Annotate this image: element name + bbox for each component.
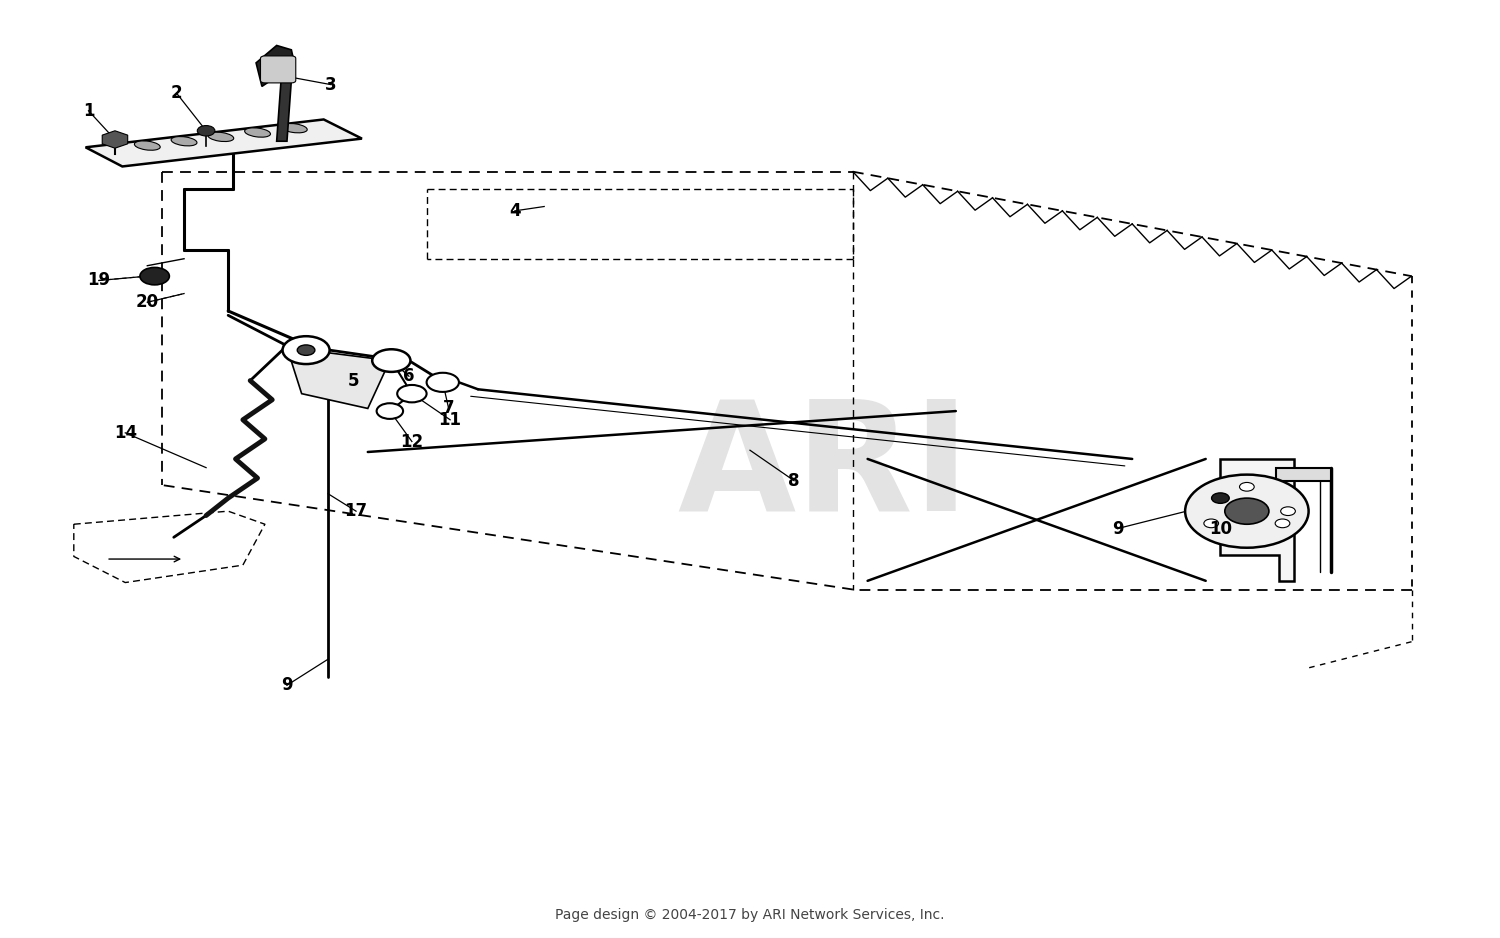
Polygon shape [276,81,291,142]
Circle shape [372,349,411,371]
Text: 10: 10 [1209,520,1231,537]
Circle shape [198,126,214,136]
Text: 19: 19 [87,271,111,290]
Circle shape [297,345,315,356]
Ellipse shape [171,137,196,146]
Circle shape [1185,475,1308,548]
Text: 8: 8 [789,472,800,490]
Polygon shape [286,347,390,408]
Polygon shape [1221,459,1294,581]
Text: 9: 9 [1112,520,1124,537]
Circle shape [376,403,404,419]
Text: ARI: ARI [676,393,970,542]
Text: 12: 12 [400,432,423,450]
Polygon shape [86,119,362,166]
Circle shape [1204,519,1218,528]
Polygon shape [256,45,294,86]
Ellipse shape [282,124,308,133]
Ellipse shape [209,132,234,142]
Ellipse shape [244,128,270,137]
Circle shape [1239,482,1254,492]
Circle shape [1226,498,1269,524]
Circle shape [426,372,459,392]
Circle shape [1275,519,1290,528]
Text: 5: 5 [348,371,358,389]
Text: 2: 2 [171,84,183,102]
Circle shape [282,336,330,364]
Circle shape [1281,507,1296,516]
Circle shape [140,267,170,285]
Text: 1: 1 [82,101,94,120]
Text: 3: 3 [326,76,338,94]
Text: 6: 6 [404,368,414,386]
Polygon shape [1276,468,1330,480]
Ellipse shape [135,141,160,150]
Text: 17: 17 [345,502,368,521]
Text: 11: 11 [438,411,462,429]
Text: 20: 20 [135,294,159,311]
Text: 7: 7 [442,400,454,417]
Text: 14: 14 [114,424,136,442]
Circle shape [398,385,426,402]
Text: 9: 9 [280,676,292,694]
Circle shape [1212,492,1228,504]
Text: Page design © 2004-2017 by ARI Network Services, Inc.: Page design © 2004-2017 by ARI Network S… [555,908,945,921]
FancyBboxPatch shape [261,56,296,83]
Text: 4: 4 [509,202,520,219]
